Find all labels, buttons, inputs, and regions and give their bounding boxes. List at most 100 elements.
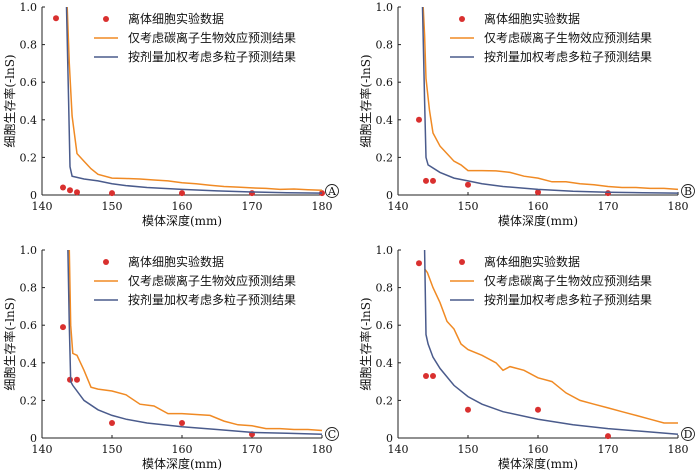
legend-entry-label: 离体细胞实验数据 [128,11,224,26]
y-tick-label: 0 [386,432,393,445]
y-tick-label: 1.0 [376,244,394,257]
x-tick-label: 160 [528,200,549,213]
legend-marker-scatter [103,259,109,265]
x-tick-label: 170 [598,200,619,213]
x-tick-label: 140 [32,443,53,456]
experimental-data-point [109,420,115,426]
experimental-data-point [179,190,185,197]
x-tick-label: 150 [102,443,123,456]
y-axis-label: 细胞生存率(-lnS) [358,297,373,390]
y-tick-label: 0.2 [20,151,38,164]
y-tick-label: 0.8 [376,282,394,295]
x-tick-label: 140 [388,443,409,456]
y-tick-label: 0.2 [376,151,394,164]
y-tick-label: 1.0 [20,244,38,257]
carbon-only-prediction-line [423,268,678,424]
x-tick-label: 180 [312,200,333,213]
experimental-data-point [416,260,422,267]
chart-panel-d: 0 0.2 0.4 0.6 0.8 1.0 140 150 160 170 180 模体深度(mm) 细… [358,244,695,471]
dose-weighted-multi-particle-line [65,6,323,194]
x-tick-label: 160 [172,443,193,456]
legend-marker-scatter [459,259,465,265]
y-tick-label: 1.0 [376,1,394,14]
y-tick-label: 1.0 [20,1,38,14]
x-tick-label: 160 [172,200,193,213]
legend-entry-label: 按剂量加权考虑多粒子预测结果 [128,49,296,64]
dose-weighted-multi-particle-line [421,6,679,194]
y-axis-label: 细胞生存率(-lnS) [2,297,17,390]
legend-entry-label: 仅考虑碳离子生物效应预测结果 [484,273,652,288]
x-tick-label: 150 [102,200,123,213]
panel-letter-circle [681,184,695,198]
x-tick-label: 180 [668,200,689,213]
panel-letter: D [684,428,693,441]
x-axis-label: 模体深度(mm) [498,456,578,471]
legend-entry-label: 离体细胞实验数据 [128,254,224,269]
dose-weighted-multi-particle-line [423,249,679,435]
legend-entry-label: 仅考虑碳离子生物效应预测结果 [128,30,296,45]
dose-weighted-multi-particle-line [67,249,323,435]
experimental-data-point [465,181,471,188]
experimental-data-point [605,190,611,197]
legend-entry-label: 离体细胞实验数据 [484,254,580,269]
y-tick-label: 0.4 [376,357,394,370]
panel-letter: A [327,185,337,198]
experimental-data-point [179,420,185,426]
y-tick-label: 0 [386,189,393,202]
chart-panel-c: 0 0.2 0.4 0.6 0.8 1.0 140 150 160 170 180 模体深度(mm) 细… [2,244,339,471]
y-tick-label: 0.8 [376,39,394,52]
x-axis-label: 模体深度(mm) [498,213,578,228]
x-tick-label: 170 [598,443,619,456]
y-tick-label: 0.6 [20,319,38,332]
experimental-data-point [430,177,436,184]
y-tick-label: 0.8 [20,282,38,295]
experimental-data-point [60,184,66,191]
y-tick-label: 0.2 [376,394,394,407]
experimental-data-point [465,406,471,413]
carbon-only-prediction-line [68,249,323,432]
panel-letter: B [684,185,692,198]
y-tick-label: 0.4 [20,357,38,370]
panel-letter-circle [681,427,695,441]
experimental-data-point [605,433,611,440]
y-tick-label: 0.6 [20,76,38,89]
experimental-data-point [416,116,422,123]
y-axis-label: 细胞生存率(-lnS) [358,54,373,147]
y-tick-label: 0.8 [20,39,38,52]
x-tick-label: 170 [242,200,263,213]
x-tick-label: 180 [312,443,333,456]
x-axis-label: 模体深度(mm) [142,456,222,471]
legend-marker-scatter [459,16,465,22]
y-tick-label: 0 [30,189,37,202]
experimental-data-point [423,177,429,184]
experimental-data-point [109,190,115,197]
carbon-only-prediction-line [66,6,323,192]
x-tick-label: 150 [458,443,479,456]
y-axis-label: 细胞生存率(-lnS) [2,54,17,147]
legend-entry-label: 按剂量加权考虑多粒子预测结果 [484,49,652,64]
experimental-data-point [535,189,541,196]
legend-entry-label: 离体细胞实验数据 [484,11,580,26]
experimental-data-point [430,373,436,379]
x-tick-label: 180 [668,443,689,456]
x-tick-label: 140 [388,200,409,213]
experimental-data-point [535,406,541,413]
experimental-data-point [67,187,73,194]
experimental-data-point [60,324,66,331]
y-tick-label: 0.6 [376,76,394,89]
legend-entry-label: 仅考虑碳离子生物效应预测结果 [128,273,296,288]
chart-panel-a: 0 0.2 0.4 0.6 0.8 1.0 140 150 160 170 180 模体深度(mm) 细… [2,1,339,228]
x-tick-label: 160 [528,443,549,456]
panel-letter: C [328,428,336,441]
experimental-data-point [74,189,80,196]
panel-letter-circle [325,184,339,198]
legend-entry-label: 仅考虑碳离子生物效应预测结果 [484,30,652,45]
y-tick-label: 0.2 [20,394,38,407]
y-tick-label: 0.4 [20,114,38,127]
x-tick-label: 150 [458,200,479,213]
carbon-only-prediction-line [422,6,679,191]
panel-letter-circle [325,427,339,441]
chart-panel-b: 0 0.2 0.4 0.6 0.8 1.0 140 150 160 170 180 模体深度(mm) 细… [358,1,695,228]
legend-entry-label: 按剂量加权考虑多粒子预测结果 [128,292,296,307]
